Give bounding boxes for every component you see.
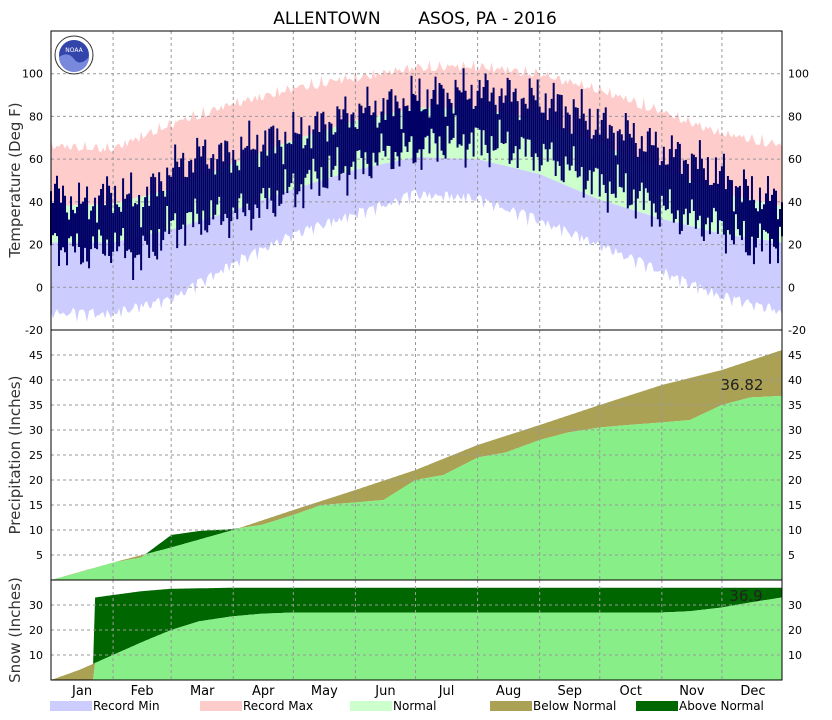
x-tick-label: Apr — [252, 684, 275, 699]
observed-temperature-bars — [50, 68, 783, 280]
legend-swatch — [50, 701, 92, 711]
legend-item: Record Min — [50, 699, 160, 713]
y-tick-label-left: 0 — [36, 281, 43, 294]
y-tick-label-left: 20 — [29, 474, 43, 487]
legend-label: Normal — [393, 699, 436, 713]
x-tick-label: Dec — [740, 684, 765, 699]
x-tick-label: Nov — [679, 684, 705, 699]
x-tick-label: Feb — [131, 684, 154, 699]
legend: Record Min Record Max Normal Below Normal Ab… — [50, 699, 764, 713]
legend-label: Above Normal — [679, 699, 764, 713]
y-tick-label-left: 100 — [22, 68, 43, 81]
y-tick-label-right: 20 — [788, 239, 802, 252]
y-tick-label-left: 25 — [29, 449, 43, 462]
legend-label: Below Normal — [533, 699, 616, 713]
legend-label: Record Min — [93, 699, 160, 713]
panel-border — [50, 579, 783, 681]
snow-total-annotation: 36.9 — [729, 587, 762, 605]
y-tick-label-right: 60 — [788, 153, 802, 166]
y-tick-label-left: 5 — [36, 549, 43, 562]
temperature-panel: -20 -20 0 0 20 20 40 40 60 60 80 80 100 100 — [22, 30, 809, 337]
y-tick-label-right: 80 — [788, 110, 802, 123]
y-tick-label-right: 30 — [788, 599, 802, 612]
y-tick-label-left: 40 — [29, 196, 43, 209]
snow-observed-area — [51, 597, 782, 680]
y-tick-label-right: 0 — [788, 281, 795, 294]
y-tick-label-left: 10 — [29, 524, 43, 537]
legend-label: Record Max — [243, 699, 313, 713]
x-tick-label: Jun — [374, 684, 395, 699]
y-tick-label-right: 20 — [788, 474, 802, 487]
y-tick-label-right: 20 — [788, 624, 802, 637]
y-tick-label-left: 35 — [29, 399, 43, 412]
legend-swatch — [490, 701, 532, 711]
y-tick-label-left: 40 — [29, 374, 43, 387]
legend-item: Normal — [350, 699, 436, 713]
y-tick-label-right: 10 — [788, 649, 802, 662]
y-tick-label-right: -20 — [788, 324, 806, 337]
snow-y-label-wrap: Snow (Inches) — [6, 577, 24, 683]
y-tick-label-left: 30 — [29, 599, 43, 612]
y-tick-label-left: -20 — [25, 324, 43, 337]
x-tick-label: Jan — [71, 684, 92, 699]
y-tick-label-left: 15 — [29, 499, 43, 512]
y-tick-label-right: 40 — [788, 374, 802, 387]
y-tick-label-right: 15 — [788, 499, 802, 512]
y-tick-label-right: 5 — [788, 549, 795, 562]
chart-title: ALLENTOWN ASOS, PA - 2016 — [273, 9, 557, 29]
legend-item: Record Max — [200, 699, 313, 713]
y-tick-label-left: 45 — [29, 349, 43, 362]
temperature-y-label: Temperature (Deg F) — [6, 102, 24, 258]
y-tick-label-left: 30 — [29, 424, 43, 437]
y-tick-label-left: 20 — [29, 624, 43, 637]
noaa-logo: NOAA — [54, 35, 94, 75]
precip-below-normal-area — [51, 350, 782, 580]
y-tick-label-right: 25 — [788, 449, 802, 462]
legend-swatch — [200, 701, 242, 711]
x-tick-label: Aug — [496, 684, 521, 699]
precip-total-annotation: 36.82 — [721, 376, 764, 394]
legend-swatch — [350, 701, 392, 711]
record-max-band — [51, 60, 782, 207]
legend-item: Below Normal — [490, 699, 616, 713]
snow-above-normal-area — [51, 587, 782, 680]
x-tick-label: Mar — [190, 684, 215, 699]
y-tick-label-left: 20 — [29, 239, 43, 252]
record-min-band — [51, 157, 782, 322]
noaa-logo-text: NOAA — [65, 47, 83, 54]
normal-band — [51, 107, 782, 243]
y-tick-label-left: 80 — [29, 110, 43, 123]
snow-y-label: Snow (Inches) — [6, 577, 24, 683]
y-tick-label-right: 10 — [788, 524, 802, 537]
precipitation-y-label-wrap: Precipitation (Inches) — [6, 376, 24, 535]
y-tick-label-right: 35 — [788, 399, 802, 412]
y-tick-label-right: 100 — [788, 68, 809, 81]
x-tick-label: May — [311, 684, 338, 699]
legend-item: Above Normal — [636, 699, 764, 713]
x-tick-label: Jul — [438, 684, 455, 699]
y-tick-label-right: 30 — [788, 424, 802, 437]
y-tick-label-left: 10 — [29, 649, 43, 662]
precipitation-y-label: Precipitation (Inches) — [6, 376, 24, 535]
precip-observed-area — [51, 395, 782, 580]
precipitation-panel: 5 5 10 10 15 15 20 20 25 25 30 30 35 35 40 40 45 45 36.82 — [29, 329, 802, 581]
x-tick-label: Oct — [620, 684, 642, 699]
x-axis-labels: Jan Feb Mar Apr May Jun Jul Aug Sep Oct Nov Dec — [71, 684, 766, 699]
y-tick-label-right: 40 — [788, 196, 802, 209]
y-tick-label-left: 60 — [29, 153, 43, 166]
temperature-y-label-wrap: Temperature (Deg F) — [6, 102, 24, 258]
snow-panel: 10 10 20 20 30 30 36.9 — [29, 579, 802, 681]
legend-swatch — [636, 701, 678, 711]
y-tick-label-right: 45 — [788, 349, 802, 362]
x-tick-label: Sep — [557, 684, 582, 699]
